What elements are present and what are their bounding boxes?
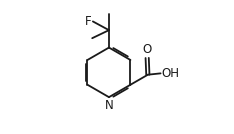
Text: F: F [85,15,92,28]
Text: OH: OH [162,67,180,80]
Text: N: N [105,99,113,112]
Text: O: O [143,42,152,56]
